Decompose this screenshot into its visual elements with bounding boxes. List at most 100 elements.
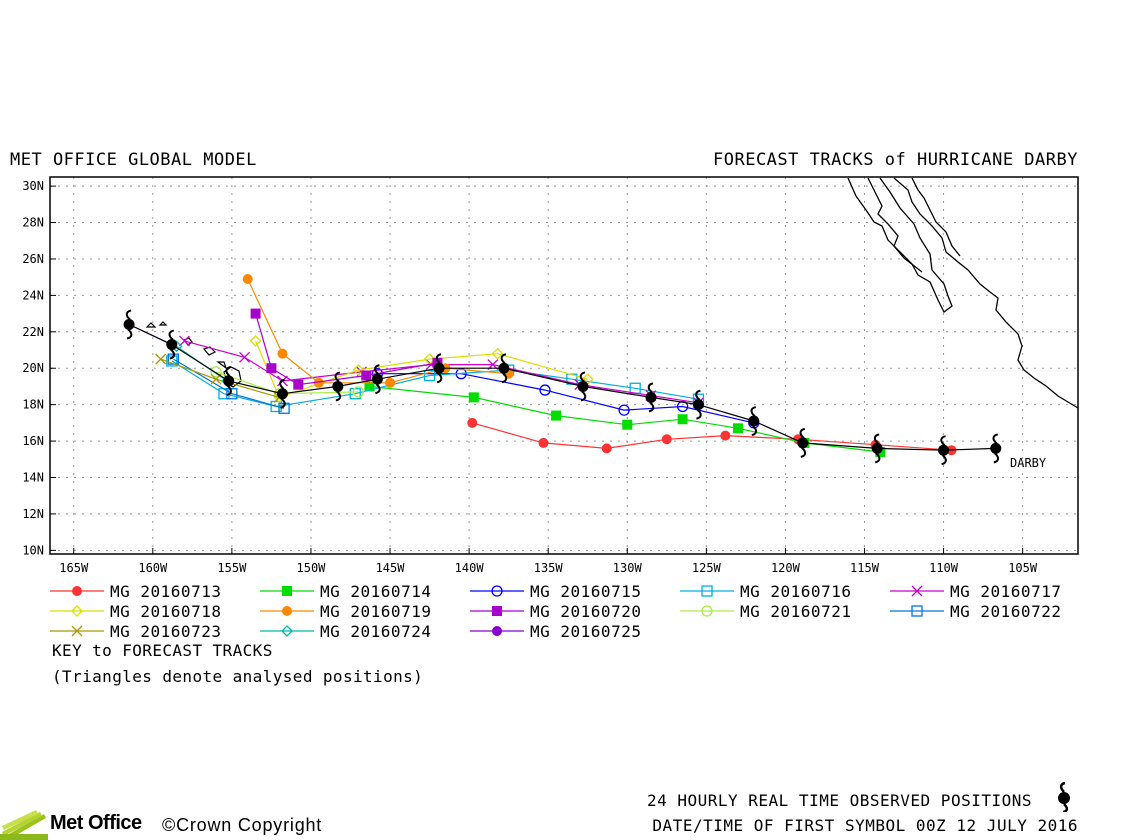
observed-position-dot — [938, 444, 950, 456]
track-marker — [492, 606, 502, 616]
observed-track-line — [128, 323, 996, 451]
observed-position-arm — [579, 371, 586, 383]
forecast-track — [371, 368, 760, 429]
lat-tick-label: 28N — [22, 216, 44, 230]
track-marker — [911, 605, 923, 617]
observed-position-icon — [223, 366, 235, 396]
track-marker — [491, 347, 504, 360]
track-marker — [242, 273, 253, 284]
forecast-track — [166, 355, 705, 413]
legend-swatch-icon — [470, 606, 524, 616]
lon-tick-label: 110W — [929, 561, 959, 575]
storm-name-label: DARBY — [1010, 456, 1047, 470]
observed-position-icon — [797, 427, 809, 458]
observed-position-arm — [993, 452, 1000, 464]
crown-copyright: ©Crown Copyright — [162, 815, 323, 835]
legend-swatch-icon — [260, 586, 314, 596]
observed-position-icon — [498, 353, 510, 384]
track-marker — [618, 404, 630, 416]
observed-position-arm — [226, 385, 232, 396]
legend-key-title: KEY to FORECAST TRACKS — [52, 641, 273, 660]
legend-label: MG 20160715 — [530, 582, 642, 601]
track-marker — [71, 605, 83, 617]
observed-position-arm — [125, 309, 132, 321]
track-marker — [661, 434, 672, 445]
track-line — [472, 422, 952, 451]
observed-position-arm — [873, 433, 880, 445]
legend-label: MG 20160725 — [530, 622, 642, 641]
observed-position-icon — [692, 389, 704, 420]
observed-position-arm — [436, 372, 443, 384]
track-marker — [210, 366, 222, 378]
observed-position-dot — [371, 373, 383, 385]
observed-position-arm — [648, 401, 655, 413]
track-line — [255, 340, 588, 399]
lat-tick-label: 20N — [22, 361, 44, 375]
observed-position-arm — [799, 427, 806, 439]
legend-swatch-icon — [890, 605, 944, 617]
track-marker — [71, 625, 83, 637]
observed-position-arm — [800, 447, 807, 458]
observed-position-arm — [695, 389, 701, 401]
observed-position-icon — [645, 382, 657, 413]
track-marker — [492, 626, 502, 636]
track-marker — [432, 357, 443, 368]
track-marker — [281, 625, 293, 637]
legend-label: MG 20160721 — [740, 602, 852, 621]
track-marker — [72, 586, 82, 596]
track-marker — [551, 410, 562, 421]
observed-position-dot — [692, 399, 704, 411]
lat-tick-label: 16N — [22, 434, 44, 448]
observed-position-dot — [871, 442, 883, 454]
coastline — [847, 177, 1079, 409]
observed-position-dot — [498, 362, 510, 374]
track-marker — [538, 437, 549, 448]
observed-position-dot — [276, 388, 288, 400]
observed-position-icon — [990, 433, 1002, 464]
lon-tick-label: 105W — [1008, 561, 1038, 575]
track-marker — [155, 353, 167, 365]
lat-tick-label: 30N — [22, 179, 44, 193]
map-grid — [50, 177, 1078, 554]
observed-position-arm — [169, 348, 176, 360]
track-marker — [361, 370, 372, 381]
legend-swatch-icon — [470, 585, 524, 597]
observed-position-dot — [332, 380, 344, 392]
track-marker — [266, 363, 277, 374]
track-marker — [178, 335, 190, 347]
lon-tick-label: 120W — [771, 561, 801, 575]
legend-label: MG 20160719 — [320, 602, 432, 621]
lat-tick-label: 12N — [22, 507, 44, 521]
track-marker — [720, 430, 731, 441]
lon-tick-label: 145W — [376, 561, 406, 575]
lon-tick-label: 135W — [534, 561, 564, 575]
observed-position-arm — [375, 383, 381, 395]
observed-position-icon — [748, 406, 760, 437]
met-office-logo-icon — [0, 810, 48, 840]
lon-tick-label: 140W — [455, 561, 485, 575]
observed-position-dot — [577, 380, 589, 392]
legend-label: MG 20160723 — [110, 622, 222, 641]
model-title: MET OFFICE GLOBAL MODEL — [10, 150, 257, 170]
longitude-axis: 165W 160W 155W 150W 145W 140W 135W 130W 125W 120W… — [59, 561, 1038, 575]
lon-tick-label: 130W — [613, 561, 643, 575]
track-marker — [491, 585, 503, 597]
observed-position-arm — [500, 353, 507, 365]
observed-position-icon — [938, 435, 950, 466]
track-marker — [601, 443, 612, 454]
legend-label: MG 20160724 — [320, 622, 432, 641]
track-marker — [226, 388, 238, 400]
track-marker — [676, 400, 689, 413]
track-line — [171, 360, 699, 408]
legend-swatch-icon — [680, 585, 734, 597]
observed-position-icon — [433, 353, 445, 384]
observed-position-icon — [371, 364, 383, 395]
legend-swatch-icon — [890, 585, 944, 597]
legend-swatch-icon — [260, 625, 314, 637]
lon-tick-label: 115W — [850, 561, 880, 575]
track-marker — [467, 417, 478, 428]
observed-position-arm — [750, 406, 757, 417]
legend-label: MG 20160716 — [740, 582, 852, 601]
observed-position-arm — [168, 329, 175, 341]
